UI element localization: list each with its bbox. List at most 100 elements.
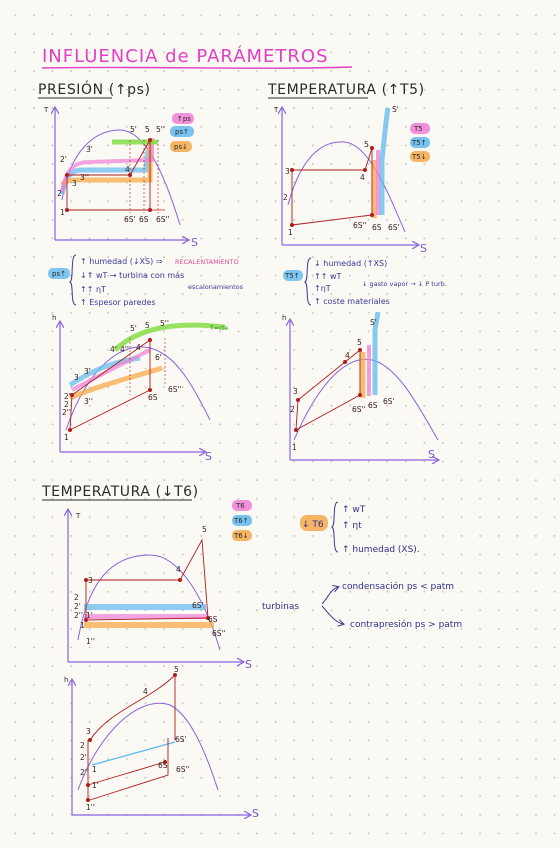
t6-ts-pt-6sp: 6S' — [192, 601, 204, 610]
legend-ps-down: ps↓ — [174, 143, 188, 151]
presion-curve-label: T=cte — [209, 325, 228, 332]
t5-note-coste: ↑ coste materiales — [314, 297, 390, 306]
legend-t6-down: T6↓ — [233, 532, 249, 540]
temperatura2-notes: ↓ T6 ↑ wT ↑ ηt ↑ humedad (XS). — [300, 501, 420, 555]
t6-ts-pt-2pp: 2'' — [74, 611, 83, 620]
t6-hs-y-label: h — [64, 676, 68, 684]
temperatura1-legend: T5 T5↑ T5↓ — [410, 123, 430, 162]
temperatura1-hs-diagram: h S S' 5 4 3 2 1 6S'' 6S 6S' — [282, 311, 438, 461]
t6-ts-pt-2: 2 — [74, 593, 79, 602]
t6-hs-pt-1pp: 1'' — [86, 803, 95, 812]
legend-t5: T5 — [413, 125, 423, 133]
hs-pt-3p: 3' — [84, 367, 91, 376]
t6-hs-pt-2: 2 — [80, 741, 85, 750]
page-title: INFLUENCIA de PARÁMETROS — [42, 45, 329, 67]
temperatura1-ts-diagram: T S S' 5 4 3 2 1 6S'' 6S 6S' — [273, 105, 427, 255]
t5-ts-pt-6s: 6S — [372, 223, 382, 232]
t5-hs-pt-sp: S' — [370, 318, 377, 327]
legend-ps: ↑ps — [177, 115, 191, 123]
turbinas-label: turbinas — [262, 602, 299, 612]
t5-hs-pt-5: 5 — [357, 338, 362, 347]
ts-pt-5: 5 — [145, 125, 150, 134]
hs-pt-6spp: 6S'' — [168, 385, 182, 394]
t5-ts-pt-sp: S' — [392, 105, 399, 114]
ts-pt-3p: 3' — [86, 145, 93, 154]
ts-pt-5p: 5' — [130, 125, 137, 134]
presion-notes: ps↑ ↑ humedad (↓XS) ⇒ RECALENTAMIENTO ↓↑… — [48, 254, 244, 307]
presion-ts-x-label: S — [191, 236, 198, 249]
t5-ts-pt-1: 1 — [288, 228, 293, 237]
t6-hs-pt-4: 4 — [143, 687, 148, 696]
ts-pt-6sp: 6S' — [124, 215, 136, 224]
temperatura1-tag: T5↑ — [284, 272, 300, 280]
t5-note-humedad: ↓ humedad (↑XS) — [314, 259, 387, 268]
hs-pt-4p: 4' — [110, 345, 117, 354]
ts-pt-2: 2 — [57, 189, 62, 198]
t6-ts-pt-1pp: 1'' — [86, 637, 95, 646]
ts-pt-5pp: 5'' — [156, 125, 165, 134]
presion-ts-diagram: T S 5' 5 5'' 3' 2' 3 3'' 4 1 — [43, 106, 198, 249]
t5-ts-pt-6spp: 6S'' — [353, 221, 367, 230]
t6-hs-pt-6spp: 6S'' — [176, 765, 190, 774]
presion-ts-y-label: T — [43, 106, 49, 114]
presion-tag: ps↑ — [52, 270, 66, 278]
presion-legend: ↑ps ps↑ ps↓ — [170, 113, 194, 152]
presion-hs-y-label: h — [52, 314, 56, 322]
t6-hs-pt-1p: 1' — [92, 781, 99, 790]
t6-hs-pt-6s: 6S — [158, 761, 168, 770]
presion-note-espesor: ↑ Espesor paredes — [80, 298, 156, 307]
t6-ts-pt-6spp: 6S'' — [212, 629, 226, 638]
presion-hs-diagram: h S 5' 5 5'' 4' 4 4'' 6' 3 2' 2 2'' 1 6S — [52, 314, 228, 463]
t6-ts-x-label: S — [245, 658, 252, 671]
presion-note-escalonamientos: escalonamientos — [188, 283, 244, 291]
t5-hs-pt-6s: 6S — [368, 401, 378, 410]
t5-ts-pt-6sp: 6S' — [388, 223, 400, 232]
t6-note-eta: ↑ ηt — [342, 521, 362, 531]
t6-note-humedad: ↑ humedad (XS). — [342, 545, 420, 555]
t5-hs-x-label: S — [428, 448, 435, 461]
t6-ts-pt-6s: 6S — [208, 615, 218, 624]
presion-note-recalentamiento: RECALENTAMIENTO — [175, 258, 239, 266]
ts-pt-4: 4 — [125, 165, 130, 174]
t5-hs-pt-4: 4 — [345, 351, 350, 360]
t6-hs-pt-2p: 2' — [80, 753, 87, 762]
t5-note-gasto: ↓ gasto vapor → ↓ P turb. — [362, 280, 447, 288]
temperatura1-heading: TEMPERATURA (↑T5) — [267, 82, 425, 98]
hs-pt-4: 4 — [136, 343, 141, 352]
section-presion: PRESIÓN (↑ps) ↑ps ps↑ ps↓ T S — [38, 80, 244, 463]
t5-hs-pt-1: 1 — [292, 443, 297, 452]
ts-pt-6spp: 6S'' — [156, 215, 170, 224]
hs-pt-4pp: 4'' — [120, 345, 129, 354]
t5-hs-pt-2: 2 — [290, 405, 295, 414]
presion-hs-x-label: S — [205, 450, 212, 463]
turbinas-condensacion: condensación ps < patm — [342, 581, 454, 592]
ts-pt-2p: 2' — [60, 155, 67, 164]
presion-heading: PRESIÓN (↑ps) — [38, 80, 151, 98]
t6-note-wt: ↑ wT — [342, 505, 366, 515]
ts-pt-6s: 6S — [139, 215, 149, 224]
t5-hs-pt-6spp: 6S'' — [352, 405, 366, 414]
hs-pt-5pp: 5'' — [160, 319, 169, 328]
temperatura2-heading: TEMPERATURA (↓T6) — [41, 484, 199, 500]
turbinas-contrapresion: contrapresión ps > patm — [350, 619, 462, 630]
t5-ts-pt-4: 4 — [360, 173, 365, 182]
turbinas-notes: turbinas condensación ps < patm contrapr… — [262, 581, 462, 630]
t5-note-wt: ↑↑ wT — [314, 272, 341, 281]
t6-ts-pt-4: 4 — [176, 565, 181, 574]
hs-pt-2: 2 — [64, 400, 69, 409]
temperatura2-ts-diagram: T S 5 4 3 2 2' 2'' 1 1' 1'' 6S 6S' 6S'' — [68, 510, 252, 671]
temperatura1-notes: T5↑ ↓ humedad (↑XS) ↑↑ wT ↑ηT ↓ gasto va… — [283, 257, 447, 306]
t5-ts-pt-3: 3 — [285, 167, 290, 176]
ts-pt-3pp: 3'' — [80, 173, 89, 182]
ts-pt-1: 1 — [60, 208, 65, 217]
hs-pt-6p: 6' — [155, 353, 162, 362]
hs-pt-2p: 2' — [64, 392, 71, 401]
t6-hs-pt-2pp: 2'' — [80, 768, 89, 777]
t6-ts-y-label: T — [75, 512, 81, 520]
t6-hs-x-label: S — [252, 807, 259, 820]
hs-pt-3pp: 3'' — [84, 397, 93, 406]
t6-ts-pt-1p: 1' — [86, 611, 93, 620]
presion-note-wt: ↓↑ wT → turbina con más — [80, 271, 184, 280]
hs-pt-5p: 5' — [130, 324, 137, 333]
